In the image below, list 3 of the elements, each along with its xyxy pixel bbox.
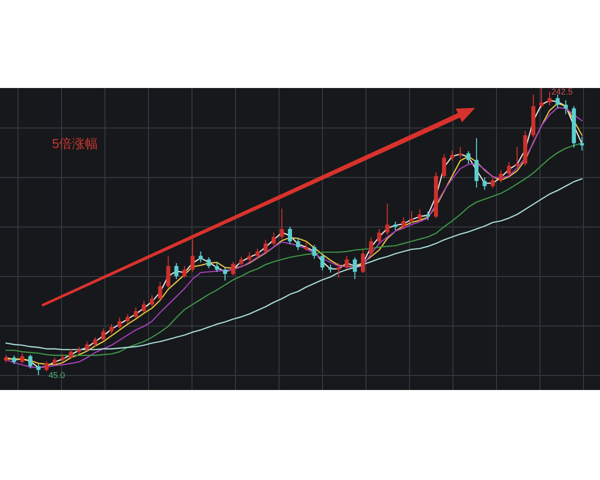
annotation: 45.0 [48,370,66,380]
annotation: 5倍涨幅 [52,136,98,151]
annotation: 242.5 [551,86,573,96]
